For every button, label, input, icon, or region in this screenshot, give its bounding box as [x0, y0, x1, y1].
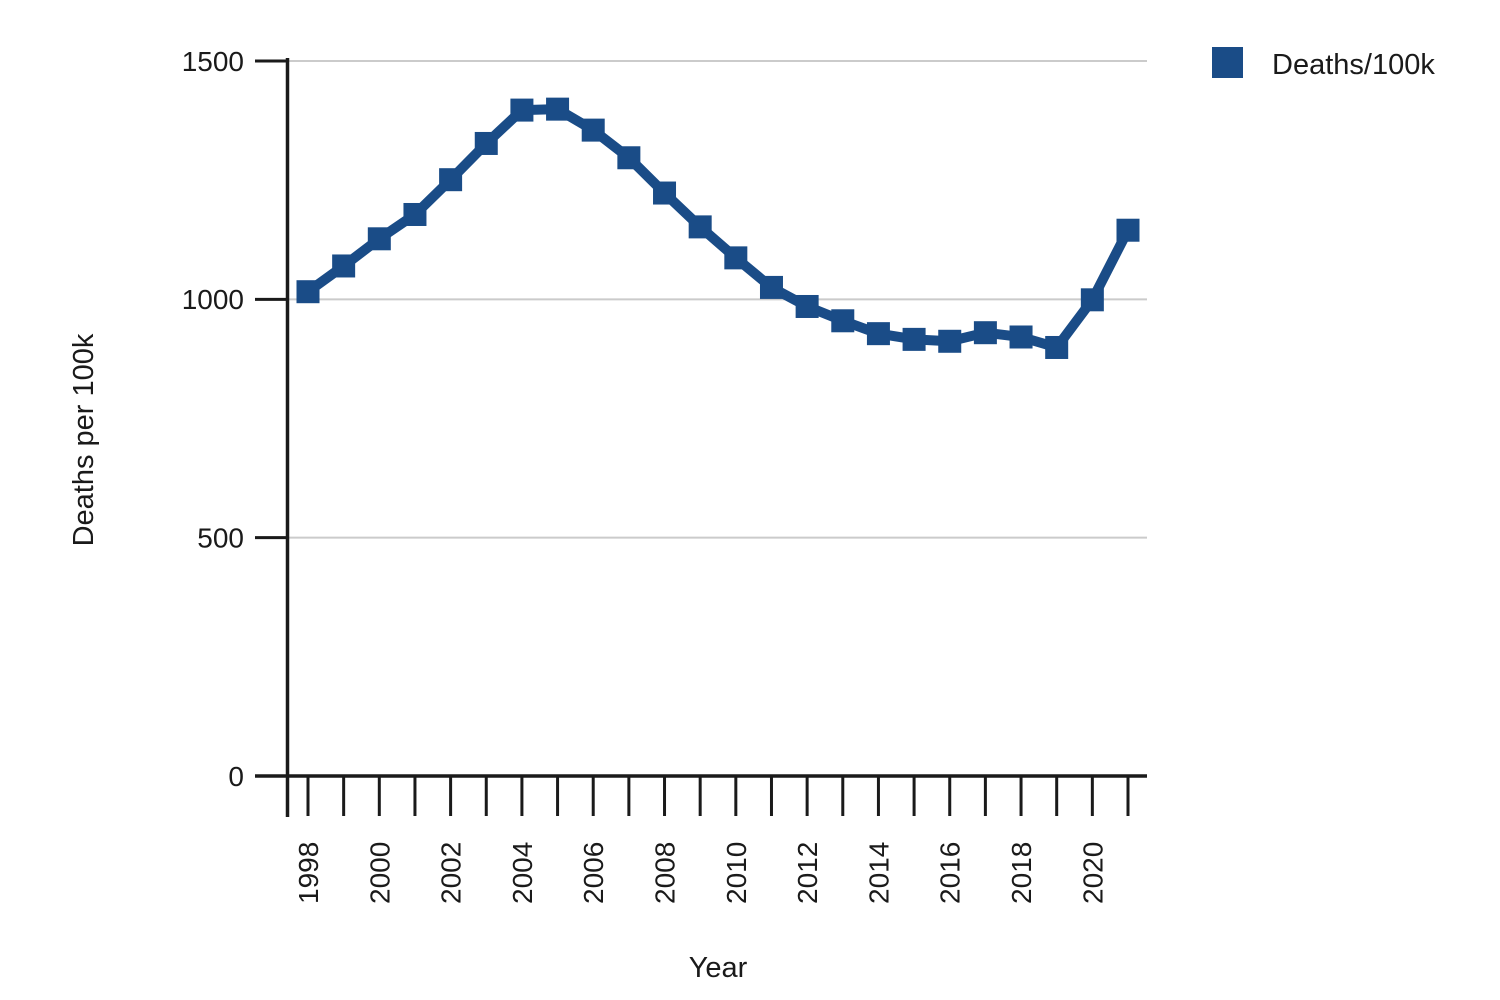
data-point-marker-2008	[653, 181, 677, 205]
data-point-marker-2015	[902, 327, 926, 351]
data-point-marker-2007	[617, 146, 641, 170]
legend-swatch	[1212, 47, 1243, 78]
x-tick-label: 2004	[507, 842, 538, 904]
data-point-marker-2002	[439, 168, 463, 192]
x-tick-label: 2018	[1006, 842, 1037, 904]
axes: 0 500 1000 1500 1998 2000 2002 2004 2006 2008 2010…	[182, 46, 1147, 904]
x-tick-label: 1998	[293, 842, 324, 904]
data-point-marker-2016	[938, 329, 962, 353]
data-point-marker-2010	[724, 246, 748, 270]
data-point-marker-2011	[759, 275, 783, 299]
x-tick-label: 2020	[1077, 842, 1108, 904]
data-point-marker-1999	[332, 254, 356, 278]
x-tick-label: 2014	[863, 842, 894, 904]
x-tick-label: 2010	[721, 842, 752, 904]
data-point-marker-2020	[1080, 288, 1104, 312]
x-axis-title: Year	[689, 952, 748, 984]
data-point-marker-2019	[1045, 335, 1069, 359]
data-point-marker-1998	[296, 280, 320, 304]
data-point-marker-2005	[546, 97, 570, 121]
x-tick-label: 2002	[436, 842, 467, 904]
data-point-marker-2001	[403, 202, 427, 226]
data-point-marker-2013	[831, 309, 855, 333]
legend-label: Deaths/100k	[1272, 49, 1435, 81]
y-tick-label: 500	[197, 522, 244, 553]
data-point-marker-2012	[795, 294, 819, 318]
y-axis-title: Deaths per 100k	[68, 333, 100, 546]
x-tick-label: 2006	[578, 842, 609, 904]
x-tick-label: 2012	[792, 842, 823, 904]
data-point-marker-2009	[688, 215, 712, 239]
data-series	[296, 97, 1140, 359]
data-point-marker-2017	[973, 321, 997, 345]
data-point-marker-2004	[510, 98, 534, 122]
data-point-marker-2000	[367, 227, 391, 251]
y-tick-label: 0	[228, 761, 244, 792]
y-gridlines	[287, 60, 1147, 539]
y-tick-label: 1000	[182, 284, 244, 315]
x-tick-label: 2008	[650, 842, 681, 904]
data-point-marker-2021	[1116, 218, 1140, 242]
data-point-marker-2003	[474, 131, 498, 155]
data-point-marker-2018	[1009, 325, 1033, 349]
data-point-marker-2014	[866, 322, 890, 346]
legend: Deaths/100k	[1212, 47, 1435, 81]
series-line	[305, 104, 1133, 353]
data-point-marker-2006	[581, 118, 605, 142]
y-tick-label: 1500	[182, 46, 244, 77]
x-tick-label: 2000	[364, 842, 395, 904]
x-tick-label: 2016	[935, 842, 966, 904]
